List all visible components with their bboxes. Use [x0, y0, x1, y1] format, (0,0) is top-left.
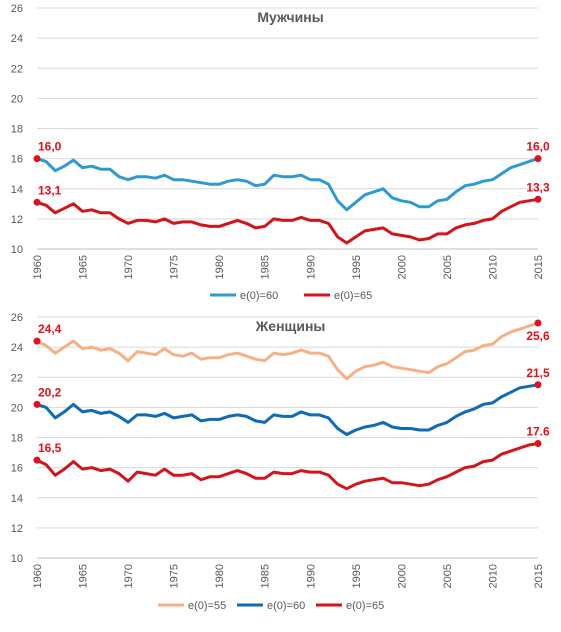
- y-tick-label: 20: [11, 402, 23, 414]
- y-tick-label: 10: [11, 553, 23, 565]
- data-label: 16,0: [526, 140, 550, 154]
- data-label: 24,4: [38, 322, 62, 336]
- x-tick-label: 2015: [533, 564, 545, 588]
- y-tick-label: 26: [11, 312, 23, 324]
- data-label: 20,2: [38, 385, 62, 399]
- chart-panel-1: 10 12 14 16 18 20 22 24 26 1960 1965 1970 1975 1980 19…: [11, 3, 550, 302]
- legend-label: e(0)=65: [346, 600, 384, 612]
- x-tick-label: 1975: [169, 255, 181, 279]
- x-tick-label: 2000: [396, 255, 408, 279]
- x-tick-label: 1995: [351, 564, 363, 588]
- legend-label: e(0)=60: [240, 290, 278, 302]
- data-label: 16,0: [38, 140, 62, 154]
- legend-item: e(0)=65: [316, 600, 384, 612]
- y-tick-label: 22: [11, 372, 23, 384]
- x-tick-label: 1995: [351, 255, 363, 279]
- y-tick-label: 20: [11, 93, 23, 105]
- y-tick-label: 26: [11, 3, 23, 15]
- data-point: [534, 381, 542, 389]
- x-tick-label: 2015: [533, 255, 545, 279]
- x-tick-label: 1970: [123, 564, 135, 588]
- x-tick-label: 2010: [487, 255, 499, 279]
- x-tick-label: 1980: [214, 564, 226, 588]
- y-tick-label: 24: [11, 342, 23, 354]
- y-tick-label: 10: [11, 244, 23, 256]
- x-tick-label: 1975: [169, 564, 181, 588]
- data-point: [534, 155, 542, 163]
- data-point: [33, 400, 41, 408]
- data-label: 25,6: [526, 329, 550, 343]
- legend-item: e(0)=55: [158, 600, 226, 612]
- x-tick-label: 1980: [214, 255, 226, 279]
- x-tick-label: 2010: [487, 564, 499, 588]
- legend-label: e(0)=55: [188, 600, 226, 612]
- x-tick-label: 1960: [32, 255, 44, 279]
- y-tick-label: 22: [11, 63, 23, 75]
- y-tick-label: 24: [11, 33, 23, 45]
- y-tick-label: 18: [11, 433, 23, 445]
- data-point: [534, 440, 542, 448]
- x-tick-label: 1970: [123, 255, 135, 279]
- y-tick-label: 14: [11, 493, 23, 505]
- data-label: 16,5: [38, 441, 62, 455]
- y-tick-label: 14: [11, 184, 23, 196]
- series-line: [35, 321, 540, 381]
- legend-item: e(0)=60: [237, 600, 305, 612]
- data-point: [33, 337, 41, 345]
- series-line: [35, 442, 540, 491]
- legend-label: e(0)=65: [334, 290, 372, 302]
- x-tick-label: 1990: [305, 564, 317, 588]
- chart-title: Мужчины: [257, 9, 323, 25]
- y-tick-label: 18: [11, 124, 23, 136]
- x-tick-label: 1960: [32, 564, 44, 588]
- legend-label: e(0)=60: [267, 600, 305, 612]
- data-point: [33, 456, 41, 464]
- legend-item: e(0)=65: [304, 290, 372, 302]
- x-tick-label: 1965: [78, 255, 90, 279]
- data-label: 17.6: [526, 425, 550, 439]
- y-tick-label: 16: [11, 154, 23, 166]
- x-tick-label: 1965: [78, 564, 90, 588]
- legend-item: e(0)=60: [210, 290, 278, 302]
- chart-panel-2: 10 12 14 16 18 20 22 24 26 1960 1965 1970 1975 1980 19…: [11, 312, 550, 612]
- data-label: 13,1: [38, 183, 62, 197]
- series-line: [35, 157, 540, 212]
- y-tick-label: 12: [11, 523, 23, 535]
- y-tick-label: 16: [11, 463, 23, 475]
- data-label: 21,5: [526, 366, 550, 380]
- data-label: 13,3: [526, 180, 550, 194]
- x-tick-label: 1985: [260, 255, 272, 279]
- y-tick-label: 12: [11, 214, 23, 226]
- x-tick-label: 1985: [260, 564, 272, 588]
- data-point: [534, 195, 542, 203]
- data-point: [33, 198, 41, 206]
- data-point: [534, 319, 542, 327]
- series-line: [35, 197, 540, 245]
- x-tick-label: 1990: [305, 255, 317, 279]
- data-point: [33, 155, 41, 163]
- chart-title: Женщины: [255, 318, 326, 334]
- series-line: [35, 383, 540, 436]
- x-tick-label: 2000: [396, 564, 408, 588]
- x-tick-label: 2005: [442, 255, 454, 279]
- x-tick-label: 2005: [442, 564, 454, 588]
